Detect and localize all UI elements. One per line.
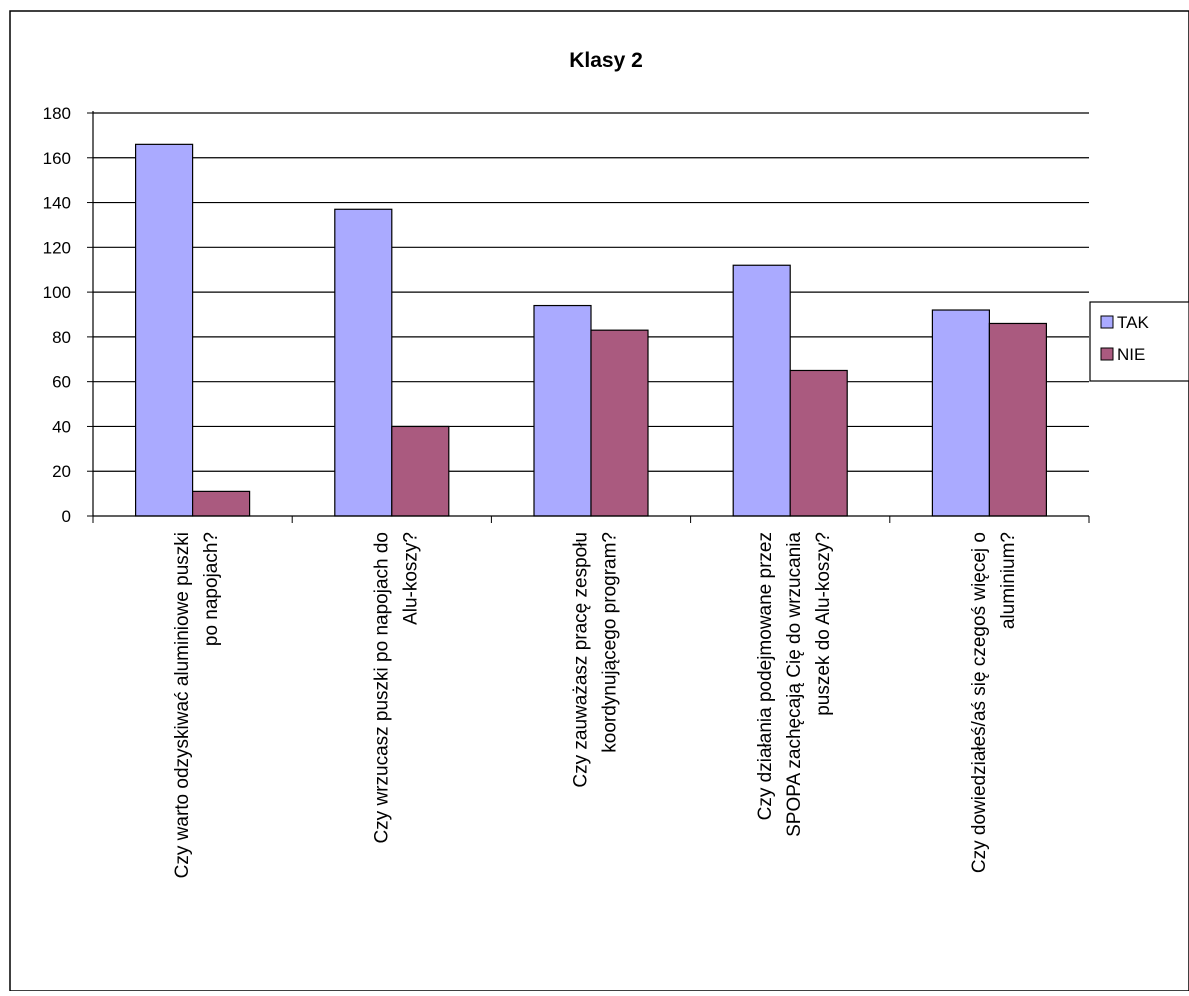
y-tick-label: 160 [43,149,71,168]
bar-tak [533,304,592,517]
bar-nie [590,329,649,517]
y-tick-label: 20 [52,462,71,481]
svg-text:Czy wrzucasz puszki po napojac: Czy wrzucasz puszki po napojach do Alu-ko… [371,532,421,844]
y-tick-labels: 0 20 40 60 80 100 120 140 160 180 [43,104,71,526]
bar-tak [135,143,194,517]
svg-text:Czy dowiedziałeś/aś się czegoś: Czy dowiedziałeś/aś się czegoś więcej oa… [969,532,1019,873]
bar-tak [732,264,791,517]
y-tick-label: 60 [52,373,71,392]
legend-swatch-tak [1100,315,1114,329]
legend-box [1089,301,1189,382]
y-tick-label: 140 [43,194,71,213]
bar-tak [334,208,393,517]
bar-nie [192,490,251,517]
x-tick-label: Czy działania podejmowane przez SPOPA zac… [755,532,834,837]
y-tick-label: 80 [52,328,71,347]
bar-tak [931,309,991,517]
legend-label-nie: NIE [1117,345,1145,364]
y-tick-label: 180 [43,104,71,123]
bars [135,143,1048,517]
chart-title: Klasy 2 [569,49,643,72]
svg-text:Czy warto odzyskiwać aluminiow: Czy warto odzyskiwać aluminiowe puszki po… [172,532,222,878]
legend-swatch-nie [1100,347,1114,361]
bar-nie [988,322,1048,517]
bar-nie [789,369,848,517]
legend: TAK NIE [1089,301,1189,382]
x-tick-label: Czy wrzucasz puszki po napojach do Alu-ko… [371,532,421,844]
x-tick-label: Czy warto odzyskiwać aluminiowe puszki po… [172,532,222,878]
svg-text:Czy działania podejmowane prze: Czy działania podejmowane przez SPOPA zac… [755,532,834,837]
x-tick-label: Czy zauważasz pracę zespołu koordynująceg… [571,532,621,788]
x-tick-labels: Czy warto odzyskiwać aluminiowe puszki po… [172,532,1019,879]
y-tick-label: 120 [43,238,71,257]
y-tick-label: 100 [43,283,71,302]
y-tick-label: 40 [52,417,71,436]
legend-label-tak: TAK [1117,313,1149,332]
axes [87,111,1090,523]
y-tick-label: 0 [62,507,71,526]
bar-nie [391,425,450,517]
